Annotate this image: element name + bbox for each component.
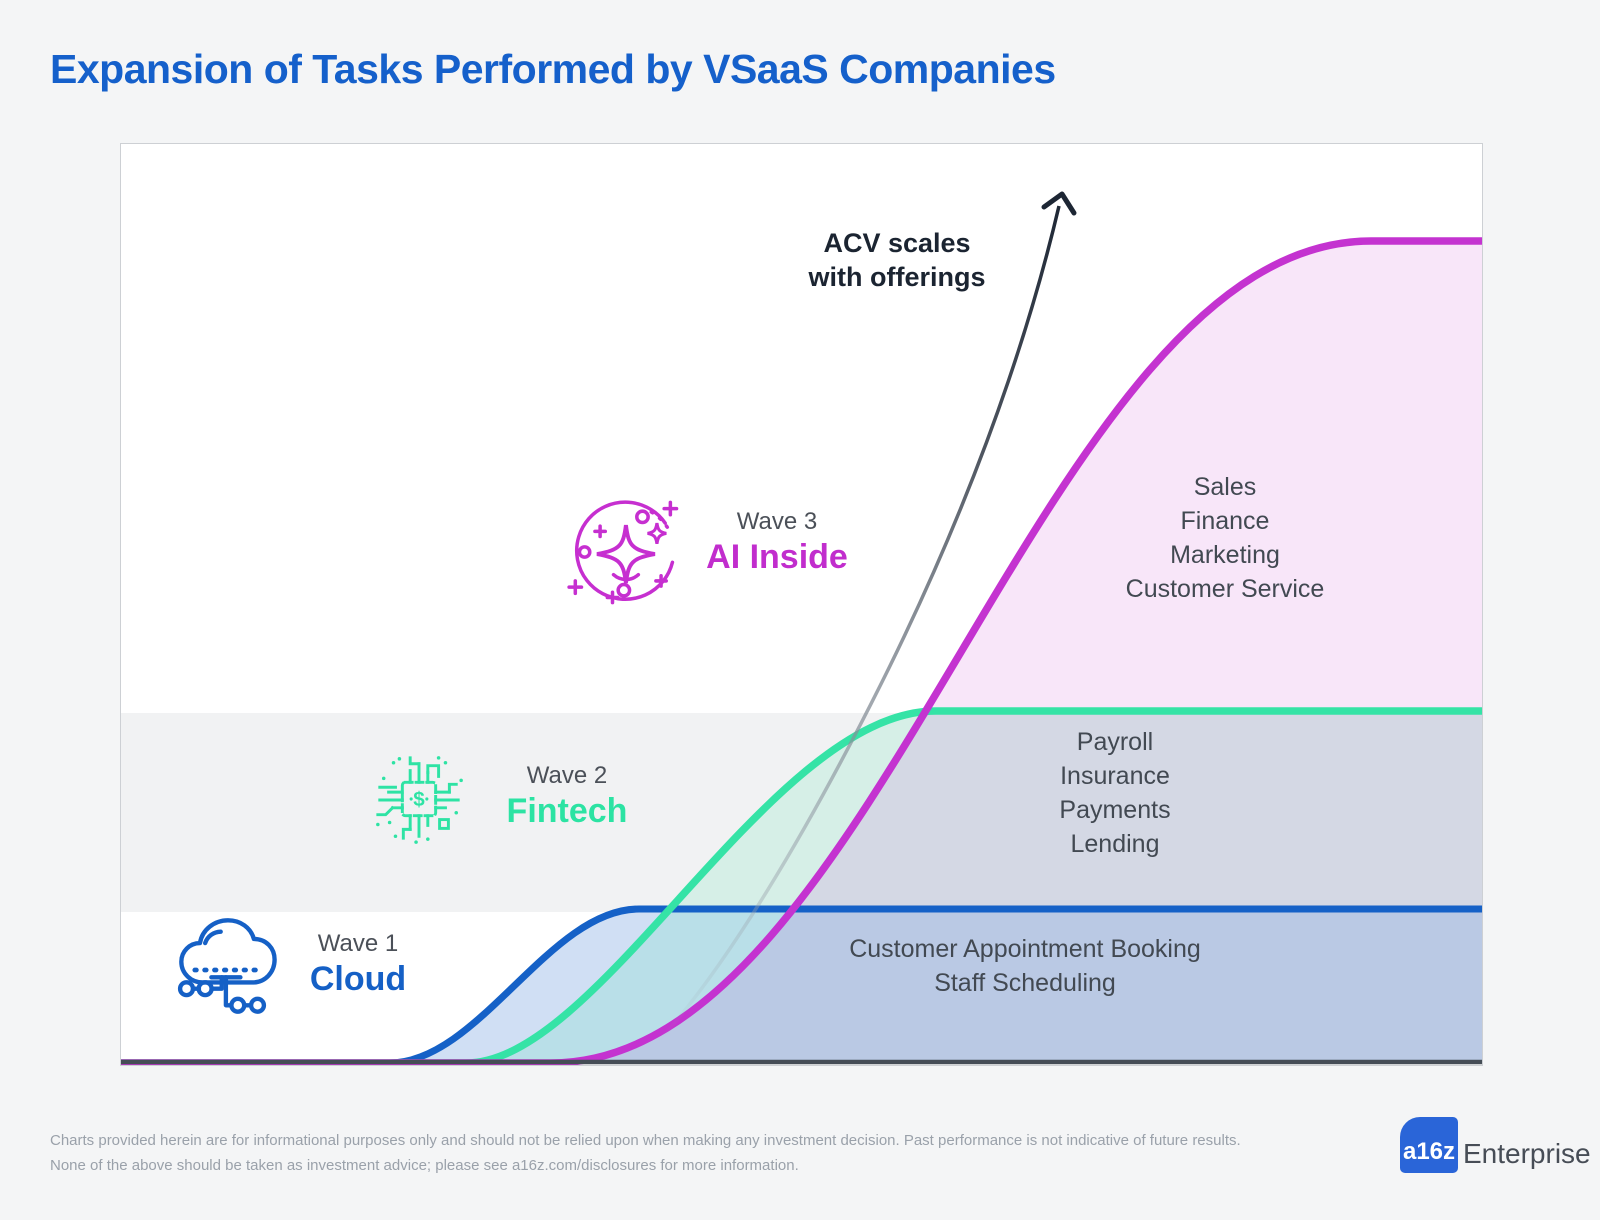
wave2-name: Fintech [506,792,628,830]
page-title: Expansion of Tasks Performed by VSaaS Co… [50,46,1056,92]
cloud-network-icon [177,918,277,1014]
acv-annotation-line1: ACV scales [823,228,971,258]
fintech-area-fill [121,711,1482,1063]
wave2-label-block: Wave 2 Fintech [462,760,672,831]
a16z-enterprise-logo: a16z Enterprise [1400,1117,1591,1173]
wave2-task-list: Payroll Insurance Payments Lending [965,725,1265,861]
dollar-glyph: $ [413,788,425,811]
s-curves-chart [121,191,1482,1065]
acv-annotation-line2: with offerings [808,262,986,292]
wave1-label-block: Wave 1 Cloud [252,928,464,999]
wave3-label: Wave 3 [736,508,818,535]
wave1-name: Cloud [309,960,407,998]
task-item: Staff Scheduling [934,969,1116,997]
a16z-logo-mark: a16z [1400,1117,1458,1173]
footer-line1: Charts provided herein are for informati… [50,1132,1241,1149]
wave1-label: Wave 1 [317,930,399,957]
task-item: Finance [1180,507,1270,535]
task-item: Payroll [1076,728,1154,756]
task-item: Customer Appointment Booking [849,935,1201,963]
task-item: Marketing [1170,541,1280,569]
acv-arrow-head [1041,191,1077,216]
task-item: Insurance [1060,762,1170,790]
acv-arrow-shaft [654,205,1061,1046]
wave1-task-list: Customer Appointment Booking Staff Sched… [775,932,1275,1000]
task-item: Payments [1059,796,1171,824]
wave3-label-block: Wave 3 AI Inside [672,506,882,577]
ai-sparkle-icon [567,500,679,605]
task-item: Customer Service [1125,575,1325,603]
task-item: Sales [1193,473,1257,501]
footer-disclaimer: Charts provided herein are for informati… [50,1128,1250,1178]
chart-panel [120,143,1483,1066]
task-item: Lending [1070,830,1160,858]
fintech-chip-icon: $ [376,756,463,844]
wave2-label: Wave 2 [526,762,608,789]
a16z-logo-text: Enterprise [1463,1138,1591,1169]
wave2-band-stripe [121,713,1482,912]
fintech-curve [121,707,1482,1065]
acv-annotation: ACV scales with offerings [752,226,1042,294]
footer-line2: None of the above should be taken as inv… [50,1157,799,1174]
wave3-task-list: Sales Finance Marketing Customer Service [1075,470,1375,606]
cloud-area-fill [121,909,1482,1063]
wave3-name: AI Inside [706,538,848,576]
cloud-curve [121,905,1482,1065]
ai-area-fill [121,241,1482,1063]
